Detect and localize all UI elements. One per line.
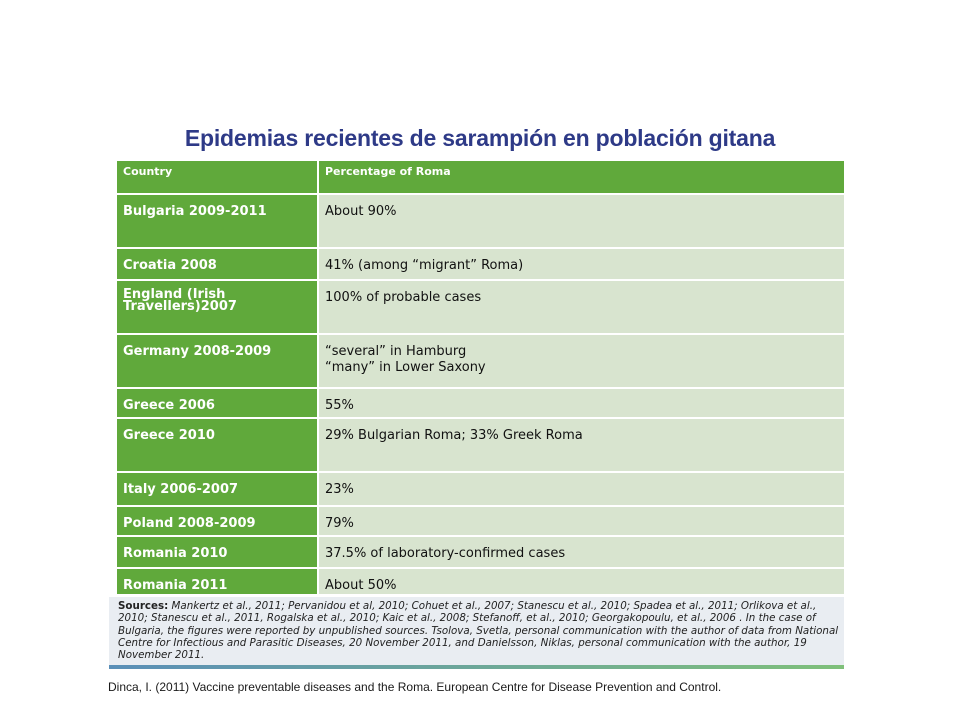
country-label: Romania 2011 bbox=[123, 578, 228, 593]
sources-label: Sources: bbox=[118, 600, 169, 612]
sources-text: Sources: Mankertz et al., 2011; Pervanid… bbox=[109, 597, 844, 661]
country-cell: Greece 2010 bbox=[117, 419, 319, 473]
sources-box: Sources: Mankertz et al., 2011; Pervanid… bbox=[109, 597, 844, 665]
percentage-value: 55% bbox=[325, 398, 354, 413]
table-row: Italy 2006-2007 23% bbox=[117, 473, 844, 507]
percentage-cell: About 50% bbox=[319, 569, 844, 595]
percentage-cell: 23% bbox=[319, 473, 844, 507]
percentage-value: About 90% bbox=[325, 204, 397, 219]
country-cell: Croatia 2008 bbox=[117, 249, 319, 281]
country-cell: Romania 2010 bbox=[117, 537, 319, 569]
country-cell: Romania 2011 bbox=[117, 569, 319, 595]
percentage-cell: 29% Bulgarian Roma; 33% Greek Roma bbox=[319, 419, 844, 473]
table-body: Country Percentage of Roma Bulgaria 2009… bbox=[117, 161, 844, 595]
table-row: Bulgaria 2009-2011 About 90% bbox=[117, 195, 844, 249]
slide-title: Epidemias recientes de sarampión en pobl… bbox=[184, 125, 776, 151]
country-label: Poland 2008-2009 bbox=[123, 516, 256, 531]
percentage-cell: 55% bbox=[319, 389, 844, 419]
epidemics-table: Country Percentage of Roma Bulgaria 2009… bbox=[117, 161, 844, 595]
country-label: Bulgaria 2009-2011 bbox=[123, 204, 267, 219]
country-cell: Poland 2008-2009 bbox=[117, 507, 319, 537]
percentage-value: 41% (among “migrant” Roma) bbox=[325, 258, 524, 273]
percentage-value: “several” in Hamburg “many” in Lower Sax… bbox=[325, 344, 486, 375]
country-label: Romania 2010 bbox=[123, 546, 228, 561]
sources-body: Mankertz et al., 2011; Pervanidou et al,… bbox=[118, 600, 839, 662]
country-cell: Bulgaria 2009-2011 bbox=[117, 195, 319, 249]
citation: Dinca, I. (2011) Vaccine preventable dis… bbox=[108, 680, 722, 694]
table-row: Greece 2006 55% bbox=[117, 389, 844, 419]
percentage-cell: 37.5% of laboratory-confirmed cases bbox=[319, 537, 844, 569]
percentage-cell: 100% of probable cases bbox=[319, 281, 844, 335]
table-row: Greece 2010 29% Bulgarian Roma; 33% Greek… bbox=[117, 419, 844, 473]
percentage-cell: 79% bbox=[319, 507, 844, 537]
country-label: Germany 2008-2009 bbox=[123, 344, 272, 359]
percentage-value: 100% of probable cases bbox=[325, 290, 482, 305]
percentage-value: 79% bbox=[325, 516, 354, 531]
header-percentage: Percentage of Roma bbox=[319, 161, 844, 195]
country-label: Greece 2006 bbox=[123, 398, 215, 413]
header-country: Country bbox=[117, 161, 319, 195]
percentage-value: About 50% bbox=[325, 578, 397, 593]
table-row: Germany 2008-2009 “several” in Hamburg “m… bbox=[117, 335, 844, 389]
country-cell: Greece 2006 bbox=[117, 389, 319, 419]
sources-divider bbox=[109, 665, 844, 669]
table-row: Romania 2010 37.5% of laboratory-confirme… bbox=[117, 537, 844, 569]
table-row: Croatia 2008 41% (among “migrant” Roma) bbox=[117, 249, 844, 281]
country-label: Italy 2006-2007 bbox=[123, 482, 239, 497]
country-label: England (Irish Travellers)2007 bbox=[123, 287, 237, 314]
percentage-cell: “several” in Hamburg “many” in Lower Sax… bbox=[319, 335, 844, 389]
country-cell: Italy 2006-2007 bbox=[117, 473, 319, 507]
table-row: Romania 2011 About 50% bbox=[117, 569, 844, 595]
table-row: England (Irish Travellers)2007 100% of pr… bbox=[117, 281, 844, 335]
percentage-value: 23% bbox=[325, 482, 354, 497]
country-cell: England (Irish Travellers)2007 bbox=[117, 281, 319, 335]
country-cell: Germany 2008-2009 bbox=[117, 335, 319, 389]
percentage-value: 29% Bulgarian Roma; 33% Greek Roma bbox=[325, 428, 583, 443]
table-header-row: Country Percentage of Roma bbox=[117, 161, 844, 195]
country-label: Croatia 2008 bbox=[123, 258, 217, 273]
percentage-cell: About 90% bbox=[319, 195, 844, 249]
percentage-value: 37.5% of laboratory-confirmed cases bbox=[325, 546, 566, 561]
table-row: Poland 2008-2009 79% bbox=[117, 507, 844, 537]
percentage-cell: 41% (among “migrant” Roma) bbox=[319, 249, 844, 281]
country-label: Greece 2010 bbox=[123, 428, 215, 443]
